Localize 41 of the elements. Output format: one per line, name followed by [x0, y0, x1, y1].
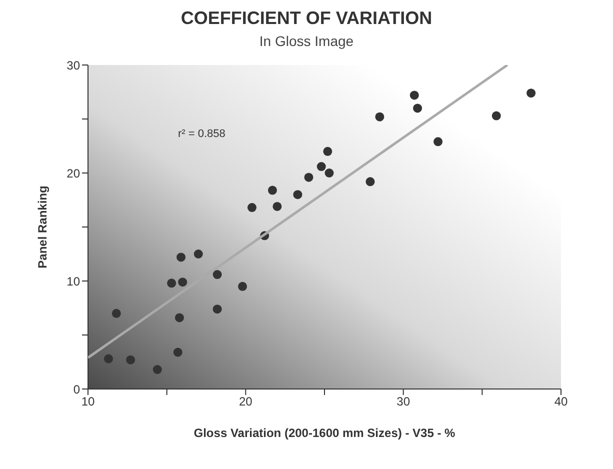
point	[324, 168, 334, 178]
x-tick-label: 40	[554, 394, 568, 409]
y-tick-label: 20	[66, 166, 80, 180]
point	[174, 313, 184, 322]
chart-title: COEFFICIENT OF VARIATION	[180, 8, 434, 29]
point	[410, 90, 419, 100]
point	[167, 278, 176, 288]
point	[293, 190, 302, 200]
y-axis-title: Panel Ranking	[35, 186, 50, 268]
x-axis-title: Gloss Variation (200-1600 mm Sizes) - V35 - %	[194, 426, 456, 440]
point	[112, 308, 121, 318]
point	[434, 137, 443, 146]
point	[178, 278, 188, 287]
y-tick-label: 0	[73, 382, 80, 396]
x-tick-label: 20	[238, 394, 253, 409]
point	[247, 203, 256, 212]
point	[526, 88, 536, 98]
y-tick-label: 10	[66, 274, 80, 288]
point	[194, 250, 203, 258]
point	[316, 162, 326, 172]
y-tick-label: 30	[66, 58, 80, 72]
x-tick-label: 30	[396, 394, 410, 409]
point	[152, 365, 162, 374]
note: r² = 0.858	[178, 128, 226, 140]
point	[238, 282, 248, 291]
point	[212, 304, 222, 314]
point	[104, 354, 113, 364]
point	[212, 270, 222, 280]
point	[375, 112, 384, 122]
x-tick-label: 10	[81, 394, 95, 409]
point	[413, 104, 422, 113]
point	[492, 111, 501, 120]
point	[268, 186, 277, 195]
point	[176, 252, 186, 262]
point	[366, 177, 375, 186]
point	[323, 146, 332, 156]
point	[173, 348, 182, 357]
point	[272, 202, 282, 211]
point	[304, 172, 314, 182]
chart-subtitle: In Gloss Image	[258, 33, 355, 49]
point	[126, 355, 136, 364]
